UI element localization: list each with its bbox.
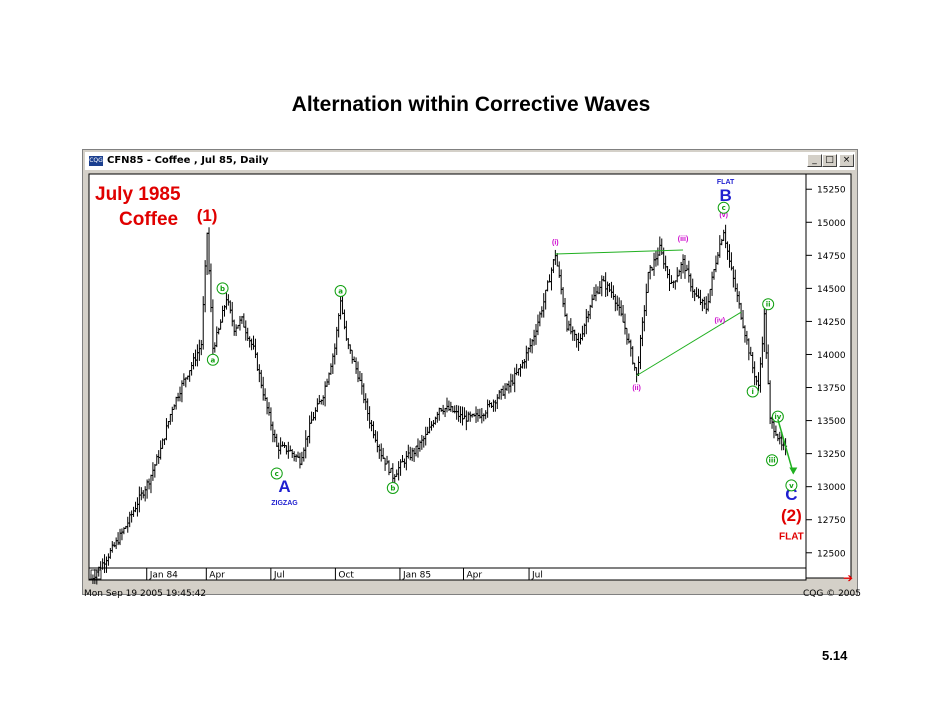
y-tick-label: 14750 xyxy=(817,252,846,262)
wave-labels: (1)AZIGZAGFLATBC(2)FLAT(i)(ii)(iii)(iv)(… xyxy=(197,179,804,543)
svg-text:a: a xyxy=(338,288,343,296)
slide-title: Alternation within Corrective Waves xyxy=(291,93,651,116)
wave-circle-label: a xyxy=(206,353,219,366)
date-axis-panel xyxy=(88,567,807,581)
nav-arrow-icon: ➔ xyxy=(843,571,853,585)
svg-text:c: c xyxy=(722,204,726,212)
close-button[interactable]: × xyxy=(839,154,854,167)
x-tick-label: Jan 85 xyxy=(402,571,431,581)
svg-text:b: b xyxy=(220,285,225,293)
cqg-app-icon: CQG xyxy=(89,156,103,166)
wave-label: (iv) xyxy=(715,318,726,325)
y-tick-label: 12750 xyxy=(817,516,846,526)
wave-label: A xyxy=(278,477,290,496)
window-titlebar[interactable]: CQG CFN85 - Coffee , Jul 85, Daily _ □ × xyxy=(85,152,855,170)
trendline-upper xyxy=(555,249,684,255)
x-tick-label: Apr xyxy=(209,571,225,581)
wave-label: (i) xyxy=(552,240,559,247)
wave-label: FLAT xyxy=(717,179,735,186)
svg-text:iv: iv xyxy=(774,413,781,421)
wave-label: (iii) xyxy=(678,236,689,243)
y-tick-label: 14000 xyxy=(817,351,846,361)
y-tick-label: 14500 xyxy=(817,285,846,295)
x-tick-label: Oct xyxy=(338,571,354,581)
wave-arrow xyxy=(777,419,795,474)
y-tick-label: 13000 xyxy=(817,483,846,493)
minimize-button[interactable]: _ xyxy=(807,154,822,167)
wave-circle-label: b xyxy=(216,282,229,295)
maximize-button[interactable]: □ xyxy=(822,154,837,167)
svg-text:ii: ii xyxy=(766,301,771,309)
wave-circle-label: a xyxy=(334,285,347,298)
y-tick-label: 12500 xyxy=(817,549,846,559)
wave-label: (ii) xyxy=(632,385,641,392)
chart-window: CQG CFN85 - Coffee , Jul 85, Daily _ □ ×… xyxy=(82,149,858,595)
x-tick-label: Jan 84 xyxy=(149,571,178,581)
trendline-lower xyxy=(636,311,742,377)
wave-label: ZIGZAG xyxy=(271,500,298,507)
svg-text:v: v xyxy=(789,482,794,490)
plot-area xyxy=(88,173,807,579)
wave-circle-label: v xyxy=(785,479,798,492)
y-tick-label: 15000 xyxy=(817,219,846,229)
y-tick-label: 13750 xyxy=(817,384,846,394)
slide-number: 5.14 xyxy=(822,648,848,663)
svg-text:a: a xyxy=(211,356,216,364)
x-tick-label: Jul xyxy=(531,571,543,581)
svg-text:b: b xyxy=(390,485,395,493)
svg-text:iii: iii xyxy=(768,457,775,465)
price-chart: 15250 15000 14750 14500 14250 14000 13750 13500… xyxy=(88,173,853,585)
wave-label: (2) xyxy=(781,506,802,525)
wave-circle-label: i xyxy=(746,385,759,398)
wave-label: (v) xyxy=(719,212,728,219)
chart-title-line-2: Coffee xyxy=(119,209,178,230)
wave-circle-label: iii xyxy=(766,454,779,467)
price-bars xyxy=(89,224,788,585)
wave-label: FLAT xyxy=(779,532,804,543)
y-tick-label: 14250 xyxy=(817,318,846,328)
x-tick-label: Apr xyxy=(467,571,483,581)
window-copyright: CQG © 2005 xyxy=(803,589,861,599)
wave-circle-label: iv xyxy=(771,410,784,423)
window-title: CFN85 - Coffee , Jul 85, Daily xyxy=(107,155,269,166)
axis-ticks: 15250 15000 14750 14500 14250 14000 13750 13500… xyxy=(146,186,846,581)
wave-arrow-head xyxy=(789,467,798,475)
y-tick-label: 15250 xyxy=(817,186,846,196)
svg-text:c: c xyxy=(275,470,279,478)
chart-title-line-1: July 1985 xyxy=(95,184,181,205)
svg-text:i: i xyxy=(751,388,753,396)
wave-trendlines xyxy=(555,249,742,377)
wave-label: (1) xyxy=(197,206,218,225)
wave-circle-label: ii xyxy=(762,298,775,311)
wave-label: B xyxy=(719,186,731,205)
y-tick-label: 13250 xyxy=(817,450,846,460)
x-tick-label: Jul xyxy=(273,571,285,581)
wave-circle-label: b xyxy=(386,482,399,494)
price-axis-panel xyxy=(805,173,852,579)
wave-circle-label: c xyxy=(717,201,730,214)
y-tick-label: 13500 xyxy=(817,417,846,427)
wave-circle-label: c xyxy=(270,467,283,480)
window-timestamp: Mon Sep 19 2005 19:45:42 xyxy=(84,589,207,599)
